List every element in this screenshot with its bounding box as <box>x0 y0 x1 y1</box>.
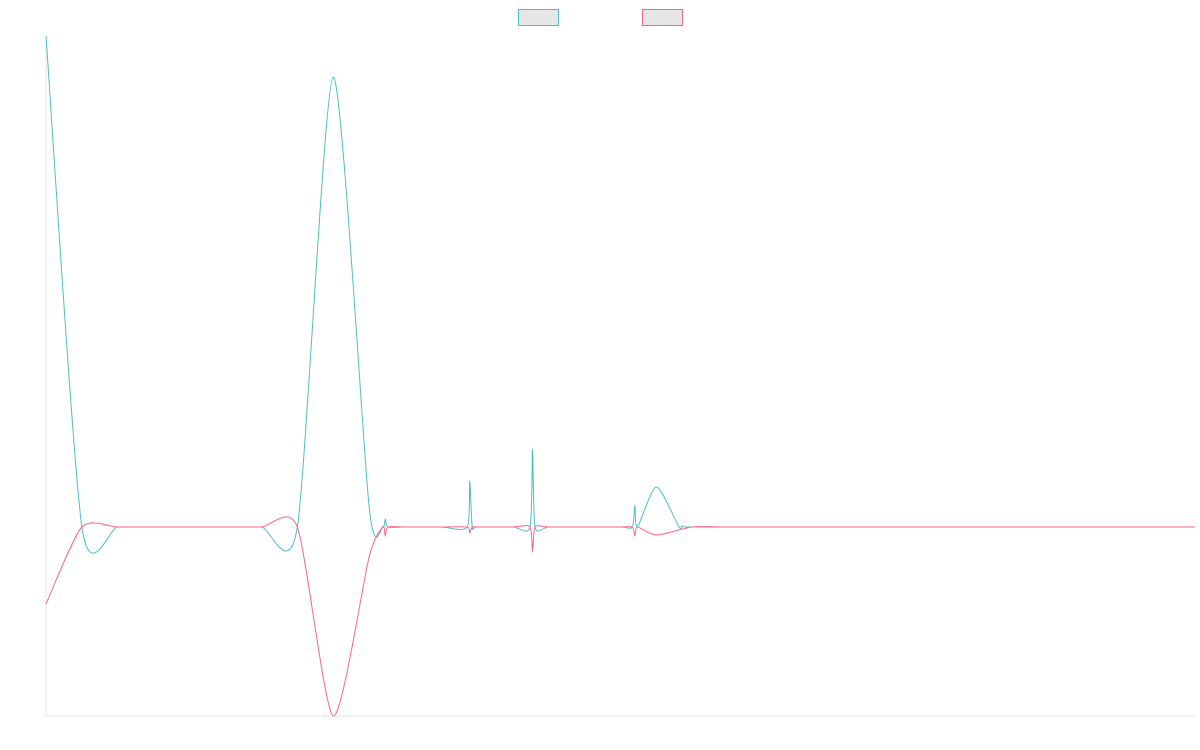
legend-swatch[interactable] <box>642 9 683 26</box>
legend-item-2[interactable] <box>642 9 683 26</box>
axes <box>45 36 1195 717</box>
series-layer <box>45 35 1195 717</box>
series-line-1 <box>45 35 1195 554</box>
series-line-2 <box>45 516 1195 717</box>
legend <box>518 9 683 26</box>
legend-swatch[interactable] <box>518 9 559 26</box>
legend-item-1[interactable] <box>518 9 559 26</box>
